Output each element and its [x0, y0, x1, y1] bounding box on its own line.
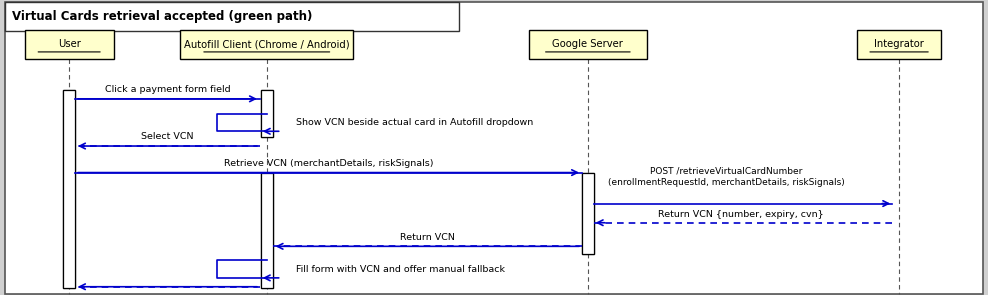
Bar [25, 30, 114, 59]
Bar [582, 173, 594, 254]
Bar [261, 90, 273, 137]
Bar [529, 30, 647, 59]
Bar [5, 2, 459, 31]
Bar [582, 173, 594, 254]
Text: Fill form with VCN and offer manual fallback: Fill form with VCN and offer manual fall… [296, 265, 506, 273]
Text: Return VCN {number, expiry, cvn}: Return VCN {number, expiry, cvn} [658, 210, 824, 219]
Bar [63, 90, 75, 288]
Text: User: User [57, 39, 81, 49]
Bar [261, 90, 273, 137]
Text: Show VCN beside actual card in Autofill dropdown: Show VCN beside actual card in Autofill … [296, 118, 534, 127]
Text: Integrator: Integrator [874, 39, 924, 49]
Bar [857, 30, 941, 59]
Text: Return VCN: Return VCN [400, 232, 454, 242]
Text: Autofill Client (Chrome / Android): Autofill Client (Chrome / Android) [184, 39, 350, 49]
Bar [261, 173, 273, 288]
Bar [261, 173, 273, 288]
Bar [180, 30, 354, 59]
Text: Select VCN: Select VCN [141, 132, 194, 141]
Text: POST /retrieveVirtualCardNumber
(enrollmentRequestId, merchantDetails, riskSigna: POST /retrieveVirtualCardNumber (enrollm… [608, 167, 845, 187]
Text: Google Server: Google Server [552, 39, 623, 49]
Bar [63, 90, 75, 288]
Text: Retrieve VCN (merchantDetails, riskSignals): Retrieve VCN (merchantDetails, riskSigna… [223, 159, 434, 168]
Text: Click a payment form field: Click a payment form field [105, 85, 230, 94]
Text: Virtual Cards retrieval accepted (green path): Virtual Cards retrieval accepted (green … [12, 10, 312, 23]
